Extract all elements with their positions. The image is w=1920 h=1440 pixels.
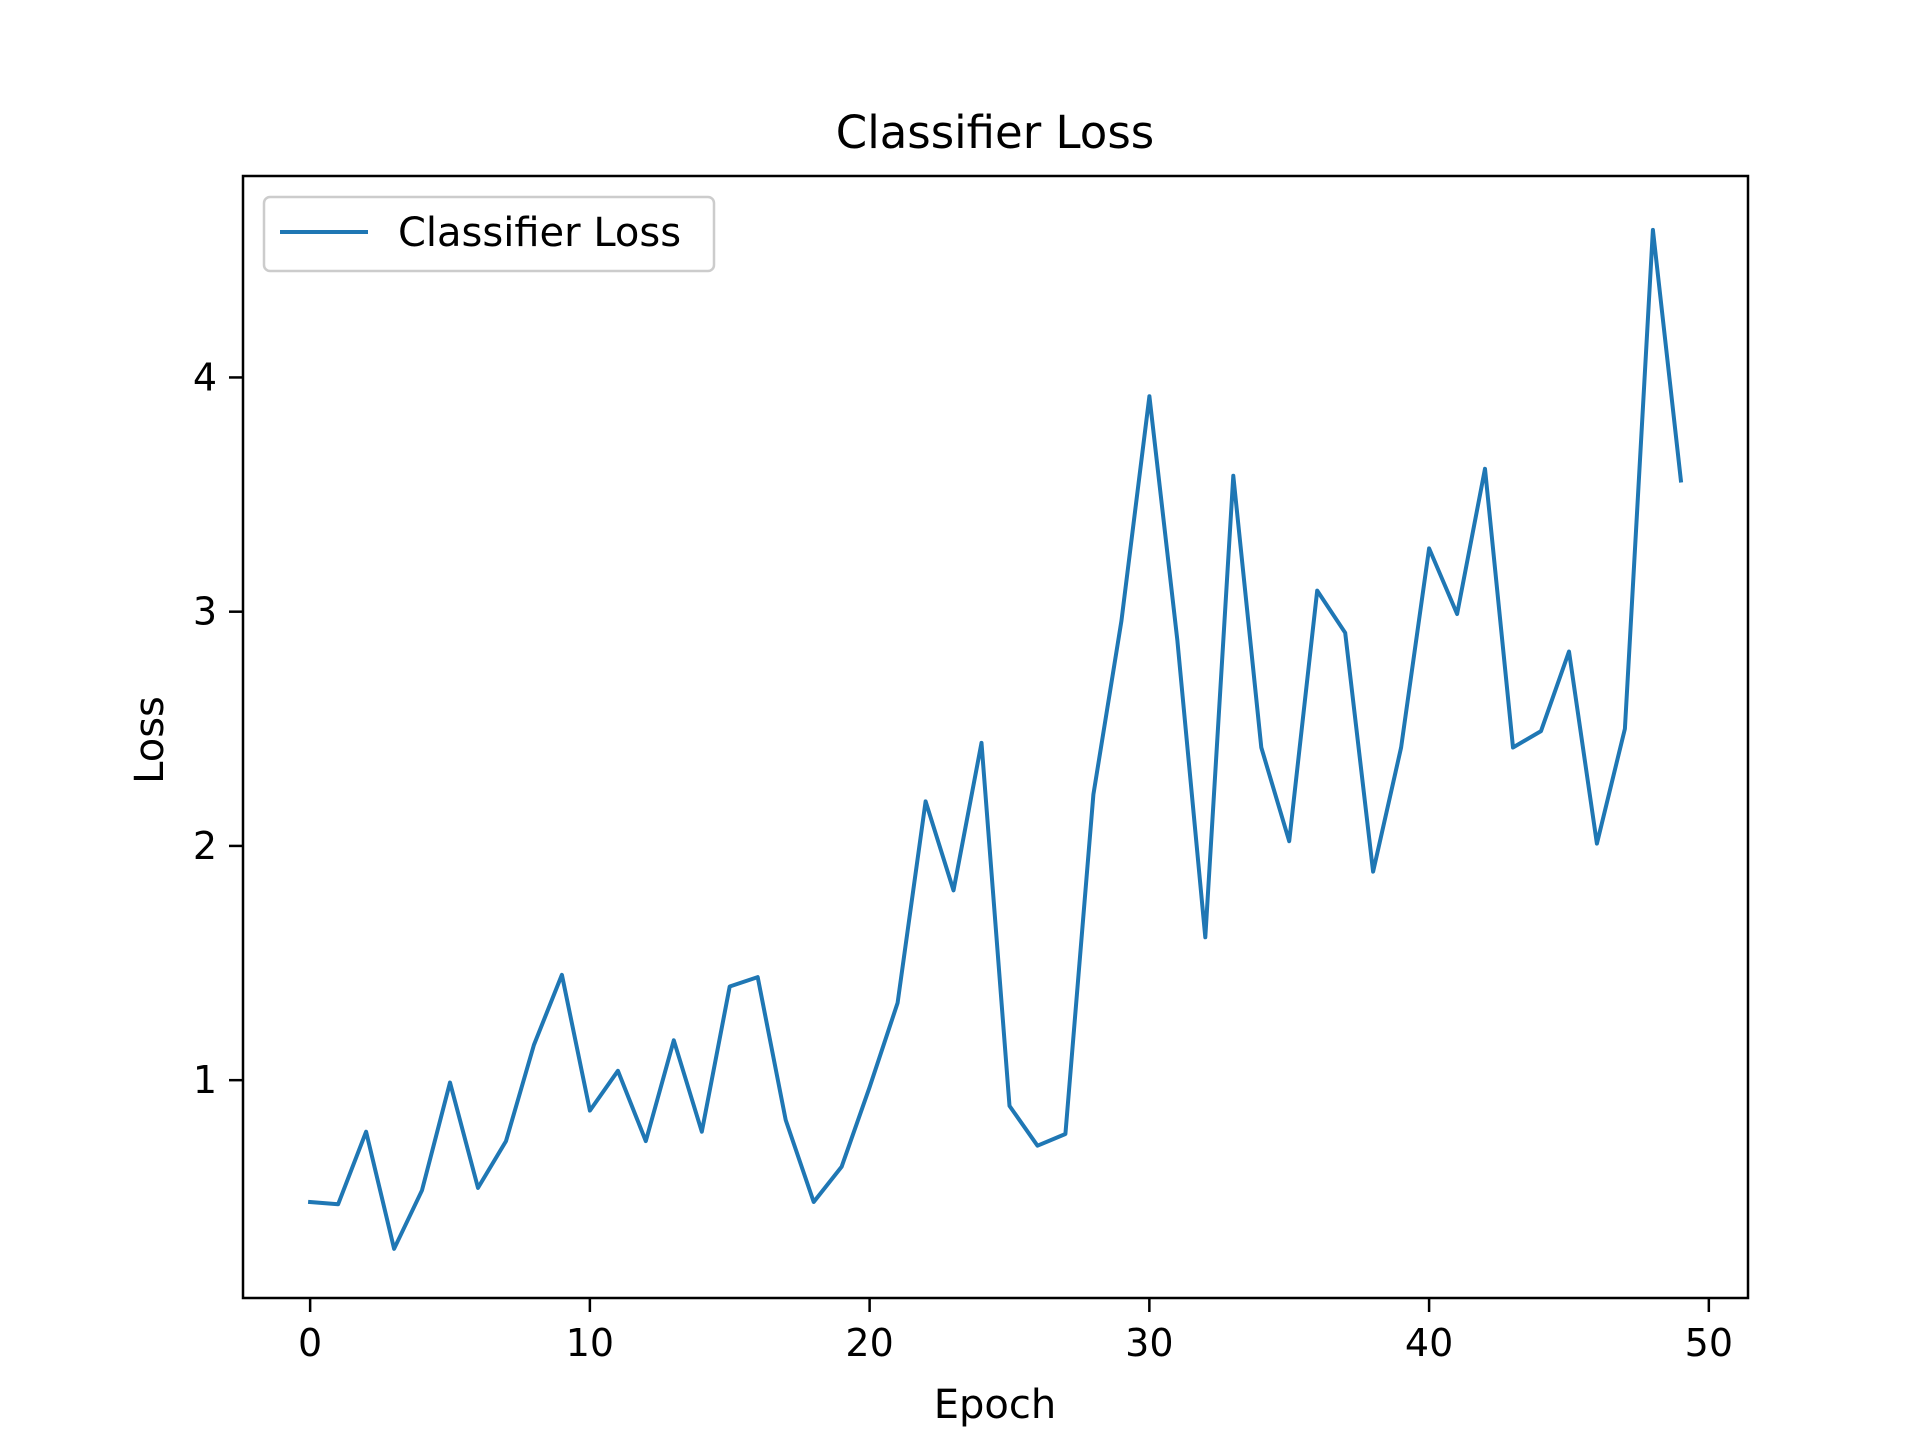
- legend: Classifier Loss: [262, 195, 716, 273]
- x-tick-label: 0: [298, 1321, 322, 1365]
- x-axis: 0 10 20 30 40 50: [298, 1298, 1733, 1365]
- legend-box: [262, 195, 716, 273]
- legend-entry: Classifier Loss: [398, 210, 681, 256]
- x-tick-label: 50: [1685, 1321, 1733, 1365]
- x-axis-label: Epoch: [934, 1382, 1056, 1428]
- x-tick-label: 10: [566, 1321, 614, 1365]
- y-tick-label: 4: [193, 355, 217, 399]
- y-tick-label: 3: [193, 590, 217, 634]
- x-tick-label: 20: [845, 1321, 893, 1365]
- x-tick-label: 40: [1405, 1321, 1453, 1365]
- series-line-classifier-loss: [307, 227, 1684, 1251]
- y-tick-label: 1: [193, 1058, 217, 1102]
- chart-title: Classifier Loss: [836, 106, 1154, 159]
- x-tick-label: 30: [1125, 1321, 1173, 1365]
- axes-frame: [241, 174, 1750, 1300]
- plot-area: [307, 227, 1684, 1251]
- y-axis: 1 2 3 4: [193, 355, 243, 1102]
- y-axis-label: Loss: [127, 696, 173, 784]
- y-tick-label: 2: [193, 824, 217, 868]
